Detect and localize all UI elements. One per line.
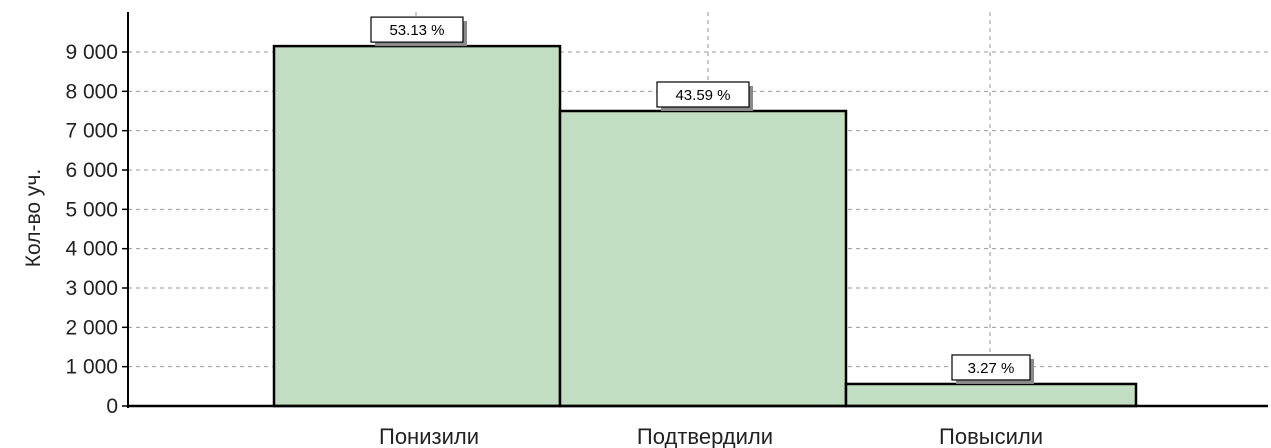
y-tick-label: 3 000: [65, 277, 118, 300]
y-tick-labels: 0 1 000 2 000 3 000 4 000 5 000 6 000 7 000 8 00…: [65, 41, 118, 418]
y-tick-label: 5 000: [65, 198, 118, 221]
bar-повысили: [844, 382, 1138, 408]
data-label-повысили: 3.27 %: [951, 354, 1034, 384]
y-tick-label: 1 000: [65, 356, 118, 379]
data-label-box: [370, 16, 464, 43]
y-tick-label: 8 000: [65, 80, 118, 103]
y-tick-label: 7 000: [65, 120, 118, 143]
y-tick-label: 2 000: [65, 316, 118, 339]
x-tick-label: Подтвердили: [637, 424, 773, 448]
bars: [272, 44, 1138, 408]
y-axis-label: Кол-во уч.: [22, 169, 45, 267]
data-labels: 53.13 % 43.59 % 3.27 %: [370, 16, 1034, 384]
y-tick-label: 0: [106, 395, 118, 418]
bar-подтвердили: [558, 109, 848, 408]
data-label-text: 3.27 %: [968, 360, 1015, 377]
data-label-box: [951, 354, 1031, 381]
data-label-text: 53.13 %: [389, 22, 444, 39]
bar-понизили: [272, 44, 562, 408]
data-label-text: 43.59 %: [675, 87, 730, 104]
y-tick-label: 4 000: [65, 238, 118, 261]
x-tick-label: Повысили: [939, 424, 1043, 448]
data-label-понизили: 53.13 %: [370, 16, 467, 47]
y-tick-label: 6 000: [65, 159, 118, 182]
data-label-box: [656, 81, 750, 108]
axes: [122, 12, 1268, 408]
data-label-подтвердили: 43.59 %: [656, 81, 753, 111]
x-tick-label: Понизили: [379, 424, 479, 448]
y-tick-label: 9 000: [65, 41, 118, 64]
x-category-labels: Понизили Подтвердили Повысили: [379, 424, 1043, 448]
